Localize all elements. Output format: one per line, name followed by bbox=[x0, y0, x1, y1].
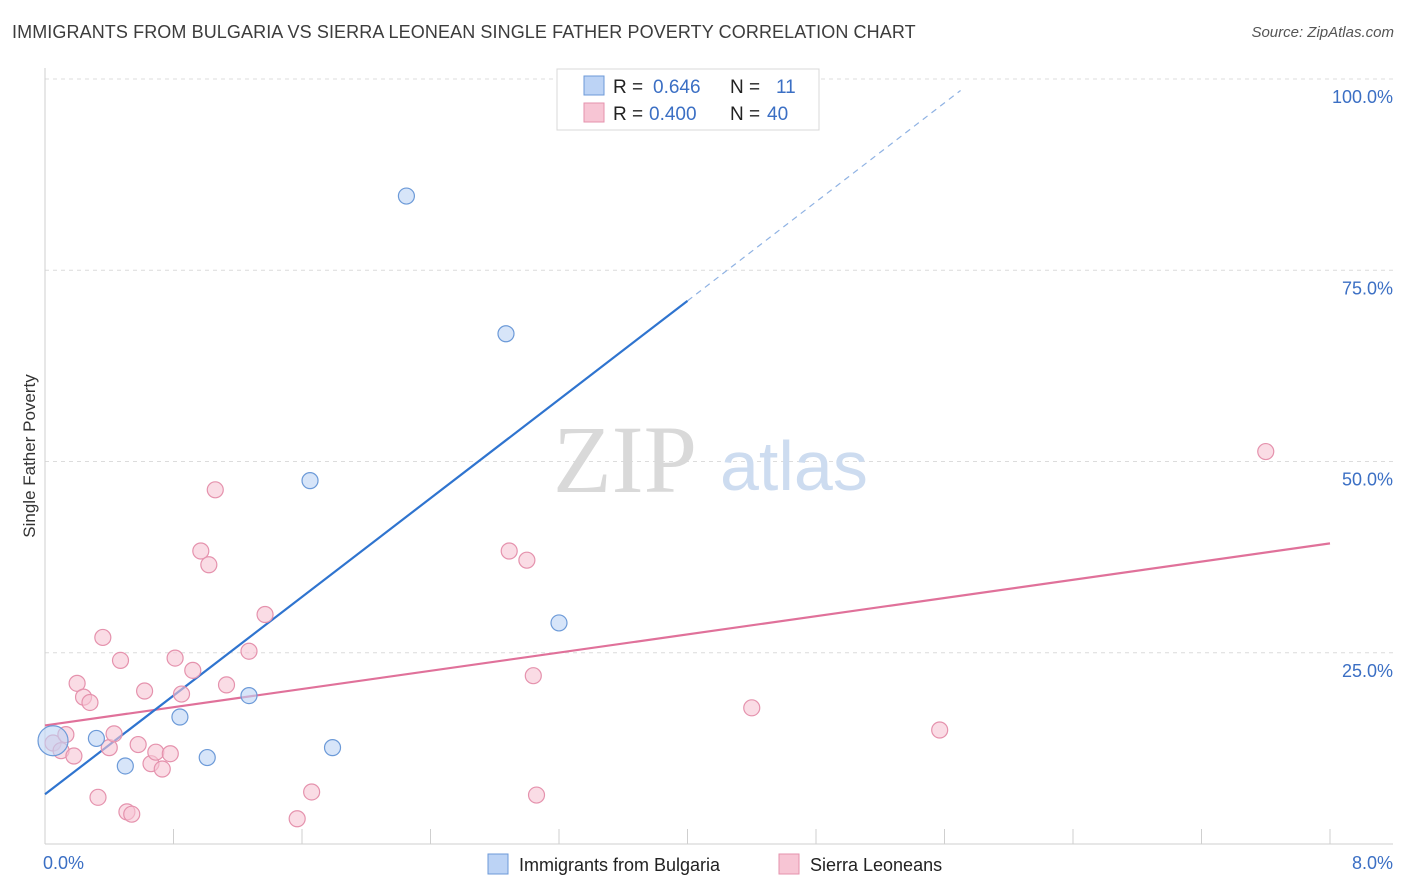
sierra-leoneans-point-17 bbox=[147, 743, 165, 761]
sierra-leoneans-point-31 bbox=[500, 542, 518, 560]
chart-title: IMMIGRANTS FROM BULGARIA VS SIERRA LEONE… bbox=[12, 22, 916, 42]
immigrants-from-bulgaria-point-3 bbox=[171, 708, 189, 726]
sierra-leoneans-point-36 bbox=[931, 721, 949, 739]
trend-line-bulgaria-extension bbox=[687, 89, 961, 302]
sierra-leoneans-point-15 bbox=[135, 682, 154, 700]
series-legend-label-bulgaria: Immigrants from Bulgaria bbox=[519, 855, 721, 875]
sierra-leoneans-point-27 bbox=[240, 642, 258, 660]
series-legend-swatch-sierra-leoneans bbox=[778, 853, 800, 875]
sierra-leoneans-point-32 bbox=[518, 551, 536, 569]
source-label: Source: ZipAtlas.com bbox=[1251, 24, 1394, 41]
sierra-leoneans-point-26 bbox=[217, 676, 236, 694]
trend-line-sierra-leoneans bbox=[44, 542, 1331, 727]
trend-lines bbox=[44, 89, 1331, 796]
legend-n-label-bulgaria: N = bbox=[730, 77, 760, 98]
immigrants-from-bulgaria-point-2 bbox=[116, 757, 134, 775]
immigrants-from-bulgaria-point-4 bbox=[198, 748, 216, 767]
sierra-leoneans-point-8 bbox=[94, 628, 112, 647]
axes bbox=[44, 68, 1393, 845]
y-tick-labels: 25.0% 50.0% 75.0% 100.0% bbox=[1332, 87, 1393, 681]
trend-line-bulgaria bbox=[44, 299, 689, 796]
x-tick-label-max: 8.0% bbox=[1352, 853, 1393, 873]
sierra-leoneans-point-14 bbox=[129, 735, 147, 754]
immigrants-from-bulgaria-point-5 bbox=[240, 686, 258, 705]
legend-swatch-bulgaria bbox=[583, 75, 605, 96]
immigrants-from-bulgaria-point-8 bbox=[397, 187, 416, 205]
sierra-leoneans-point-22 bbox=[184, 661, 202, 679]
x-tick-label-min: 0.0% bbox=[43, 853, 84, 873]
sierra-leoneans-point-34 bbox=[527, 786, 546, 804]
gridlines bbox=[45, 78, 1393, 654]
sierra-leoneans-point-6 bbox=[81, 693, 99, 712]
legend-swatch-sierra-leoneans bbox=[583, 102, 605, 123]
sierra-leoneans-point-11 bbox=[111, 651, 130, 670]
immigrants-from-bulgaria-point-10 bbox=[550, 614, 568, 632]
legend-n-value-bulgaria: 11 bbox=[776, 77, 796, 98]
sierra-leoneans-point-23 bbox=[192, 542, 210, 560]
y-tick-label-50: 50.0% bbox=[1342, 470, 1393, 490]
legend-r-label-sierra-leoneans: R = bbox=[613, 104, 643, 125]
sierra-leoneans-point-13 bbox=[123, 805, 141, 823]
watermark: ZIP atlas bbox=[553, 406, 868, 513]
sierra-leoneans-point-10 bbox=[105, 725, 123, 743]
immigrants-from-bulgaria-point-7 bbox=[323, 739, 342, 757]
immigrants-from-bulgaria-point-1 bbox=[87, 729, 106, 748]
sierra-leoneans-point-33 bbox=[524, 667, 542, 685]
y-tick-label-75: 75.0% bbox=[1342, 278, 1393, 298]
y-tick-label-100: 100.0% bbox=[1332, 87, 1393, 107]
sierra-leoneans-point-30 bbox=[303, 783, 321, 801]
sierra-leoneans-point-7 bbox=[89, 788, 107, 806]
immigrants-from-bulgaria-point-0 bbox=[37, 725, 69, 757]
sierra-leoneans-point-18 bbox=[153, 760, 171, 778]
legend-r-value-bulgaria: 0.646 bbox=[653, 77, 701, 98]
sierra-leoneans-point-37 bbox=[1257, 442, 1275, 461]
y-axis-label: Single Father Poverty bbox=[20, 374, 39, 538]
sierra-leoneans-point-24 bbox=[200, 556, 218, 574]
watermark-zip: ZIP bbox=[553, 406, 697, 513]
y-tick-label-25: 25.0% bbox=[1342, 661, 1393, 681]
legend-r-value-sierra-leoneans: 0.400 bbox=[649, 104, 697, 125]
sierra-leoneans-point-35 bbox=[743, 699, 761, 717]
immigrants-from-bulgaria-point-9 bbox=[497, 325, 515, 343]
sierra-leoneans-point-28 bbox=[256, 605, 274, 624]
series-legend: Immigrants from Bulgaria Sierra Leoneans bbox=[487, 853, 942, 875]
legend-r-label-bulgaria: R = bbox=[613, 77, 643, 98]
watermark-atlas: atlas bbox=[720, 427, 868, 505]
sierra-leoneans-point-21 bbox=[172, 685, 191, 703]
series-legend-label-sierra-leoneans: Sierra Leoneans bbox=[810, 855, 942, 875]
data-points bbox=[37, 187, 1275, 828]
sierra-leoneans-point-4 bbox=[68, 674, 86, 692]
legend-n-label-sierra-leoneans: N = bbox=[730, 104, 760, 125]
sierra-leoneans-point-25 bbox=[206, 481, 224, 499]
sierra-leoneans-point-29 bbox=[288, 810, 306, 828]
correlation-legend: R = 0.646 N = 11 R = 0.400 N = 40 bbox=[556, 68, 820, 131]
sierra-leoneans-point-20 bbox=[166, 649, 184, 667]
sierra-leoneans-point-19 bbox=[161, 745, 179, 763]
sierra-leoneans-point-3 bbox=[65, 747, 83, 765]
immigrants-from-bulgaria-point-6 bbox=[301, 472, 319, 490]
series-legend-swatch-bulgaria bbox=[487, 853, 509, 875]
legend-n-value-sierra-leoneans: 40 bbox=[767, 104, 788, 125]
